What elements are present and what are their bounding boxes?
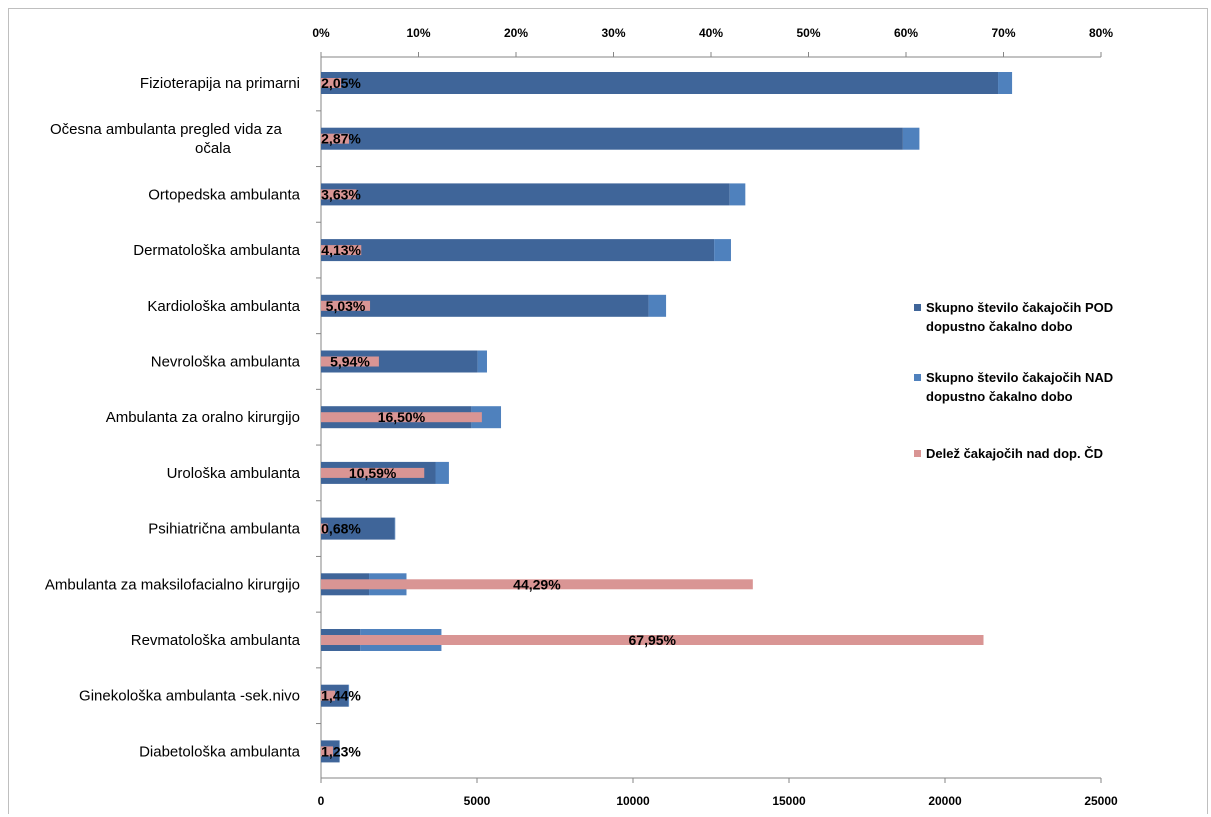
category-labels: Fizioterapija na primarni Očesna ambulant…: [45, 75, 301, 760]
category-label-line: Diabetološka ambulanta: [139, 743, 301, 760]
bar-nad: [395, 518, 396, 540]
category-label-line: Nevrološka ambulanta: [151, 354, 301, 371]
x-bottom-tick-label: 15000: [772, 794, 806, 808]
category-label: Psihiatrična ambulanta: [148, 521, 300, 538]
x-top-tick-label: 20%: [504, 26, 528, 40]
x-top-tick-label: 80%: [1089, 26, 1113, 40]
category-label: Ambulanta za oralno kirurgijo: [106, 409, 300, 426]
category-label-line: Urološka ambulanta: [167, 465, 301, 482]
legend-entry-line: Delež čakajočih nad dop. ČD: [926, 446, 1103, 461]
legend-entry: Skupno število čakajočih POD dopustno čak…: [926, 300, 1113, 334]
x-bottom-tick-label: 20000: [928, 794, 962, 808]
legend-swatch: [914, 374, 921, 381]
category-label-line: Očesna ambulanta pregled vida za: [50, 121, 282, 138]
category-label: Dermatološka ambulanta: [133, 242, 300, 259]
data-label: 16,50%: [378, 409, 426, 425]
category-label-line: Ambulanta za maksilofacialno kirurgijo: [45, 576, 300, 593]
data-label: 2,87%: [321, 131, 361, 147]
category-label-line: Ortopedska ambulanta: [148, 186, 300, 203]
legend-swatch: [914, 304, 921, 311]
x-bottom-tick-label: 5000: [464, 794, 491, 808]
data-label: 10,59%: [349, 465, 397, 481]
bar-nad: [903, 128, 920, 150]
category-label: Kardiološka ambulanta: [147, 298, 300, 315]
data-label: 3,63%: [321, 186, 361, 202]
bar-nad: [436, 462, 449, 484]
category-label-line: očala: [195, 140, 232, 157]
category-label-line: Fizioterapija na primarni: [140, 75, 300, 92]
x-top-tick-label: 30%: [601, 26, 625, 40]
category-label: Urološka ambulanta: [167, 465, 301, 482]
legend-entry-line: Skupno število čakajočih POD: [926, 300, 1113, 315]
legend-entry-line: dopustno čakalno dobo: [926, 389, 1073, 404]
x-bottom-tick-label: 25000: [1084, 794, 1118, 808]
x-top-tick-label: 70%: [991, 26, 1015, 40]
data-label: 67,95%: [629, 632, 677, 648]
x-top-tick-label: 50%: [796, 26, 820, 40]
data-label: 1,44%: [321, 688, 361, 704]
category-label-line: Ambulanta za oralno kirurgijo: [106, 409, 300, 426]
category-label: Ginekološka ambulanta -sek.nivo: [79, 688, 300, 705]
category-label-line: Psihiatrična ambulanta: [148, 521, 300, 538]
bar-pod: [321, 183, 730, 205]
bar-pod: [321, 239, 714, 261]
legend-entry-line: Skupno število čakajočih NAD: [926, 370, 1113, 385]
category-label-line: Dermatološka ambulanta: [133, 242, 300, 259]
data-label: 2,05%: [321, 75, 361, 91]
bar-nad: [998, 72, 1012, 94]
bar-nad: [649, 295, 666, 317]
data-label: 5,03%: [326, 298, 366, 314]
x-top-tick-label: 10%: [406, 26, 430, 40]
category-label-line: Kardiološka ambulanta: [147, 298, 300, 315]
data-label: 4,13%: [321, 242, 361, 258]
legend-entry: Skupno število čakajočih NAD dopustno čak…: [926, 370, 1113, 404]
data-label: 5,94%: [330, 354, 370, 370]
bar-pod: [321, 128, 903, 150]
legend-entry-line: dopustno čakalno dobo: [926, 319, 1073, 334]
x-bottom-tick-label: 10000: [616, 794, 650, 808]
x-top-tick-label: 40%: [699, 26, 723, 40]
bar-pod: [321, 72, 998, 94]
category-label: Ortopedska ambulanta: [148, 186, 300, 203]
legend-entry: Delež čakajočih nad dop. ČD: [926, 446, 1103, 461]
bar-nad: [478, 351, 487, 373]
data-label: 0,68%: [321, 521, 361, 537]
x-top-tick-label: 0%: [312, 26, 330, 40]
category-label: Očesna ambulanta pregled vida za očala: [50, 121, 282, 157]
category-label: Nevrološka ambulanta: [151, 354, 301, 371]
bar-nad: [730, 183, 746, 205]
category-label: Revmatološka ambulanta: [131, 632, 301, 649]
category-label: Diabetološka ambulanta: [139, 743, 301, 760]
bar-pod: [321, 295, 649, 317]
bar-nad: [714, 239, 731, 261]
category-label: Ambulanta za maksilofacialno kirurgijo: [45, 576, 300, 593]
data-label: 1,23%: [321, 743, 361, 759]
x-bottom-tick-label: 0: [318, 794, 325, 808]
legend-swatch: [914, 450, 921, 457]
chart-legend: Skupno število čakajočih POD dopustno čak…: [914, 300, 1113, 461]
x-top-tick-label: 60%: [894, 26, 918, 40]
category-label: Fizioterapija na primarni: [140, 75, 300, 92]
category-label-line: Ginekološka ambulanta -sek.nivo: [79, 688, 300, 705]
category-label-line: Revmatološka ambulanta: [131, 632, 301, 649]
data-label: 44,29%: [513, 576, 561, 592]
